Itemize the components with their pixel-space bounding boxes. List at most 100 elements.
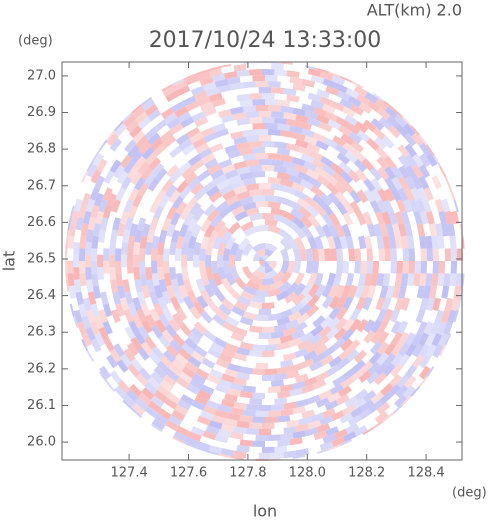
radar-cell — [132, 254, 140, 268]
radar-cell — [274, 373, 288, 381]
radar-cell — [239, 366, 253, 375]
radar-cell — [207, 163, 222, 175]
radar-cell — [265, 344, 278, 351]
radar-cell — [313, 203, 327, 217]
radar-cell — [396, 199, 407, 214]
radar-cell — [279, 237, 293, 251]
radar-cell — [85, 327, 96, 342]
radar-cell — [114, 123, 128, 137]
radar-cell — [400, 211, 411, 225]
radar-cell — [85, 309, 96, 324]
radar-cell — [113, 164, 125, 179]
radar-cell — [183, 212, 195, 227]
radar-cell — [249, 398, 262, 405]
radar-cell — [258, 284, 272, 291]
radar-cell — [390, 320, 402, 335]
radar-cell — [175, 235, 185, 250]
radar-cell — [272, 270, 286, 283]
radar-cell — [151, 324, 164, 339]
radar-cell — [157, 408, 172, 420]
radar-cell — [220, 448, 235, 457]
radar-cell — [213, 336, 228, 349]
radar-cell — [140, 341, 153, 356]
radar-cell — [341, 106, 356, 118]
radar-cell — [450, 210, 460, 225]
radar-cell — [447, 223, 456, 237]
radar-cell — [340, 376, 355, 389]
radar-cell — [274, 117, 288, 125]
radar-cell — [211, 261, 219, 274]
radar-cell — [127, 205, 138, 219]
radar-cell — [432, 344, 444, 359]
radar-cell — [216, 254, 224, 268]
radar-cell — [431, 175, 443, 190]
radar-cell — [90, 303, 100, 318]
radar-cell — [181, 342, 195, 356]
radar-cell — [434, 309, 445, 324]
radar-cell — [153, 365, 167, 379]
radar-cell — [94, 332, 106, 347]
radar-cell — [265, 75, 278, 82]
radar-cell — [290, 302, 304, 315]
radar-cell — [265, 243, 278, 253]
radar-cell — [249, 274, 263, 285]
radar-cell — [233, 401, 247, 410]
radar-cell — [296, 197, 310, 210]
radar-cell — [144, 336, 157, 350]
radar-cell — [133, 241, 141, 255]
radar-cell — [319, 415, 334, 426]
radar-cell — [267, 337, 281, 345]
radar-cell — [187, 355, 202, 368]
radar-cell — [384, 166, 397, 180]
radar-cell — [305, 168, 320, 180]
radar-cell — [205, 254, 212, 268]
radar-cell — [411, 332, 423, 347]
radar-cell — [313, 430, 328, 441]
radar-cell — [252, 195, 265, 203]
radar-cell — [156, 384, 171, 398]
radar-cell — [65, 241, 68, 255]
radar-cell — [345, 272, 355, 287]
radar-cell — [92, 152, 105, 167]
radar-cell — [293, 321, 308, 333]
radar-cell — [75, 291, 84, 306]
radar-cell — [173, 79, 188, 91]
radar-cell — [267, 177, 281, 185]
radar-cell — [350, 104, 365, 116]
radar-cell — [106, 132, 119, 147]
radar-cell — [335, 394, 350, 406]
radar-cell — [170, 229, 180, 244]
radar-cell — [333, 272, 342, 287]
radar-cell — [132, 314, 144, 329]
radar-cell — [103, 338, 115, 352]
radar-cell — [353, 349, 367, 363]
radar-cell — [328, 295, 341, 310]
radar-cell — [213, 288, 226, 303]
radar-cell — [82, 297, 92, 312]
radar-cell — [154, 319, 167, 333]
radar-cell — [87, 291, 97, 306]
radar-cell — [440, 309, 451, 324]
radar-cell — [369, 199, 381, 214]
radar-cell — [341, 404, 356, 416]
radar-cell — [166, 344, 180, 358]
radar-cell — [242, 61, 256, 65]
radar-cell — [315, 139, 330, 151]
radar-cell — [102, 303, 113, 318]
radar-cell — [354, 121, 369, 134]
radar-cell — [192, 300, 205, 315]
radar-cell — [314, 166, 328, 179]
radar-cell — [215, 358, 230, 369]
radar-cell — [340, 133, 355, 146]
radar-cell — [190, 85, 205, 96]
radar-cell — [242, 129, 256, 137]
radar-cell — [169, 267, 177, 281]
y-tick-label: 26.2 — [27, 361, 56, 376]
radar-cell — [110, 229, 119, 243]
radar-cell — [184, 337, 198, 351]
radar-cell — [255, 129, 269, 136]
radar-cell — [182, 95, 197, 107]
radar-cell — [139, 273, 148, 287]
radar-cell — [320, 354, 334, 366]
radar-cell — [252, 368, 265, 375]
